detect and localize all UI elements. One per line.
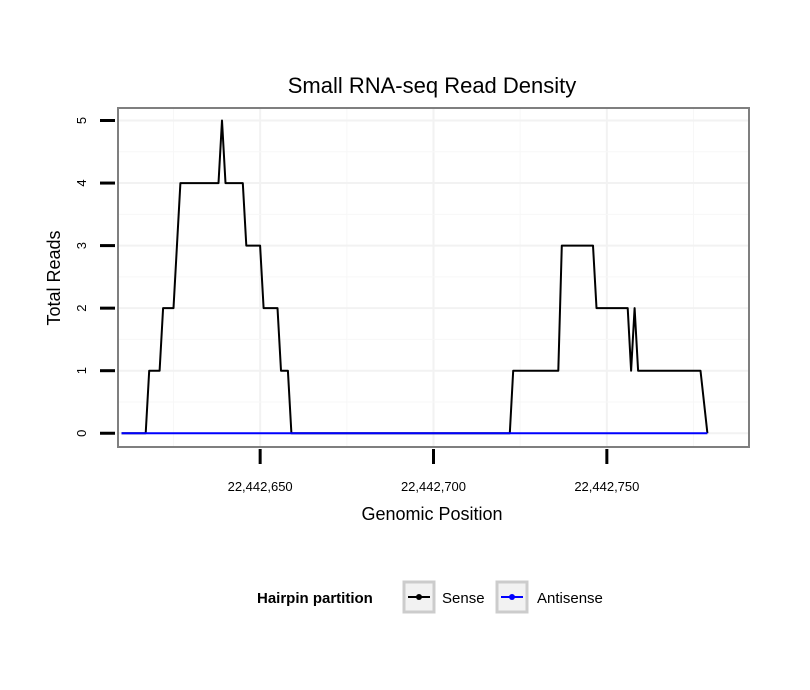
x-tick-label: 22,442,700 [401,479,466,494]
legend: Hairpin partition Sense Antisense [257,580,603,614]
series-line-sense [121,119,709,435]
legend-label-sense: Sense [442,590,485,607]
legend-title: Hairpin partition [257,590,373,607]
x-tick-label: 22,442,750 [574,479,639,494]
y-tick-label: 5 [74,117,89,124]
legend-point-sense [416,594,422,600]
y-tick-label: 1 [74,367,89,374]
plot-border [117,107,750,448]
chart-title: Small RNA-seq Read Density [288,73,577,98]
y-tick-label: 4 [74,179,89,186]
y-tick-label: 0 [74,430,89,437]
x-axis: 22,442,650 22,442,700 22,442,750 [228,449,639,494]
legend-label-antisense: Antisense [537,590,603,607]
x-axis-title: Genomic Position [361,504,502,524]
series-lines [121,119,709,435]
legend-point-antisense [509,594,515,600]
y-tick-label: 2 [74,305,89,312]
y-axis-title: Total Reads [44,230,64,325]
x-tick-label: 22,442,650 [228,479,293,494]
y-tick-label: 3 [74,242,89,249]
y-axis: 0 1 2 3 4 5 [74,117,115,437]
